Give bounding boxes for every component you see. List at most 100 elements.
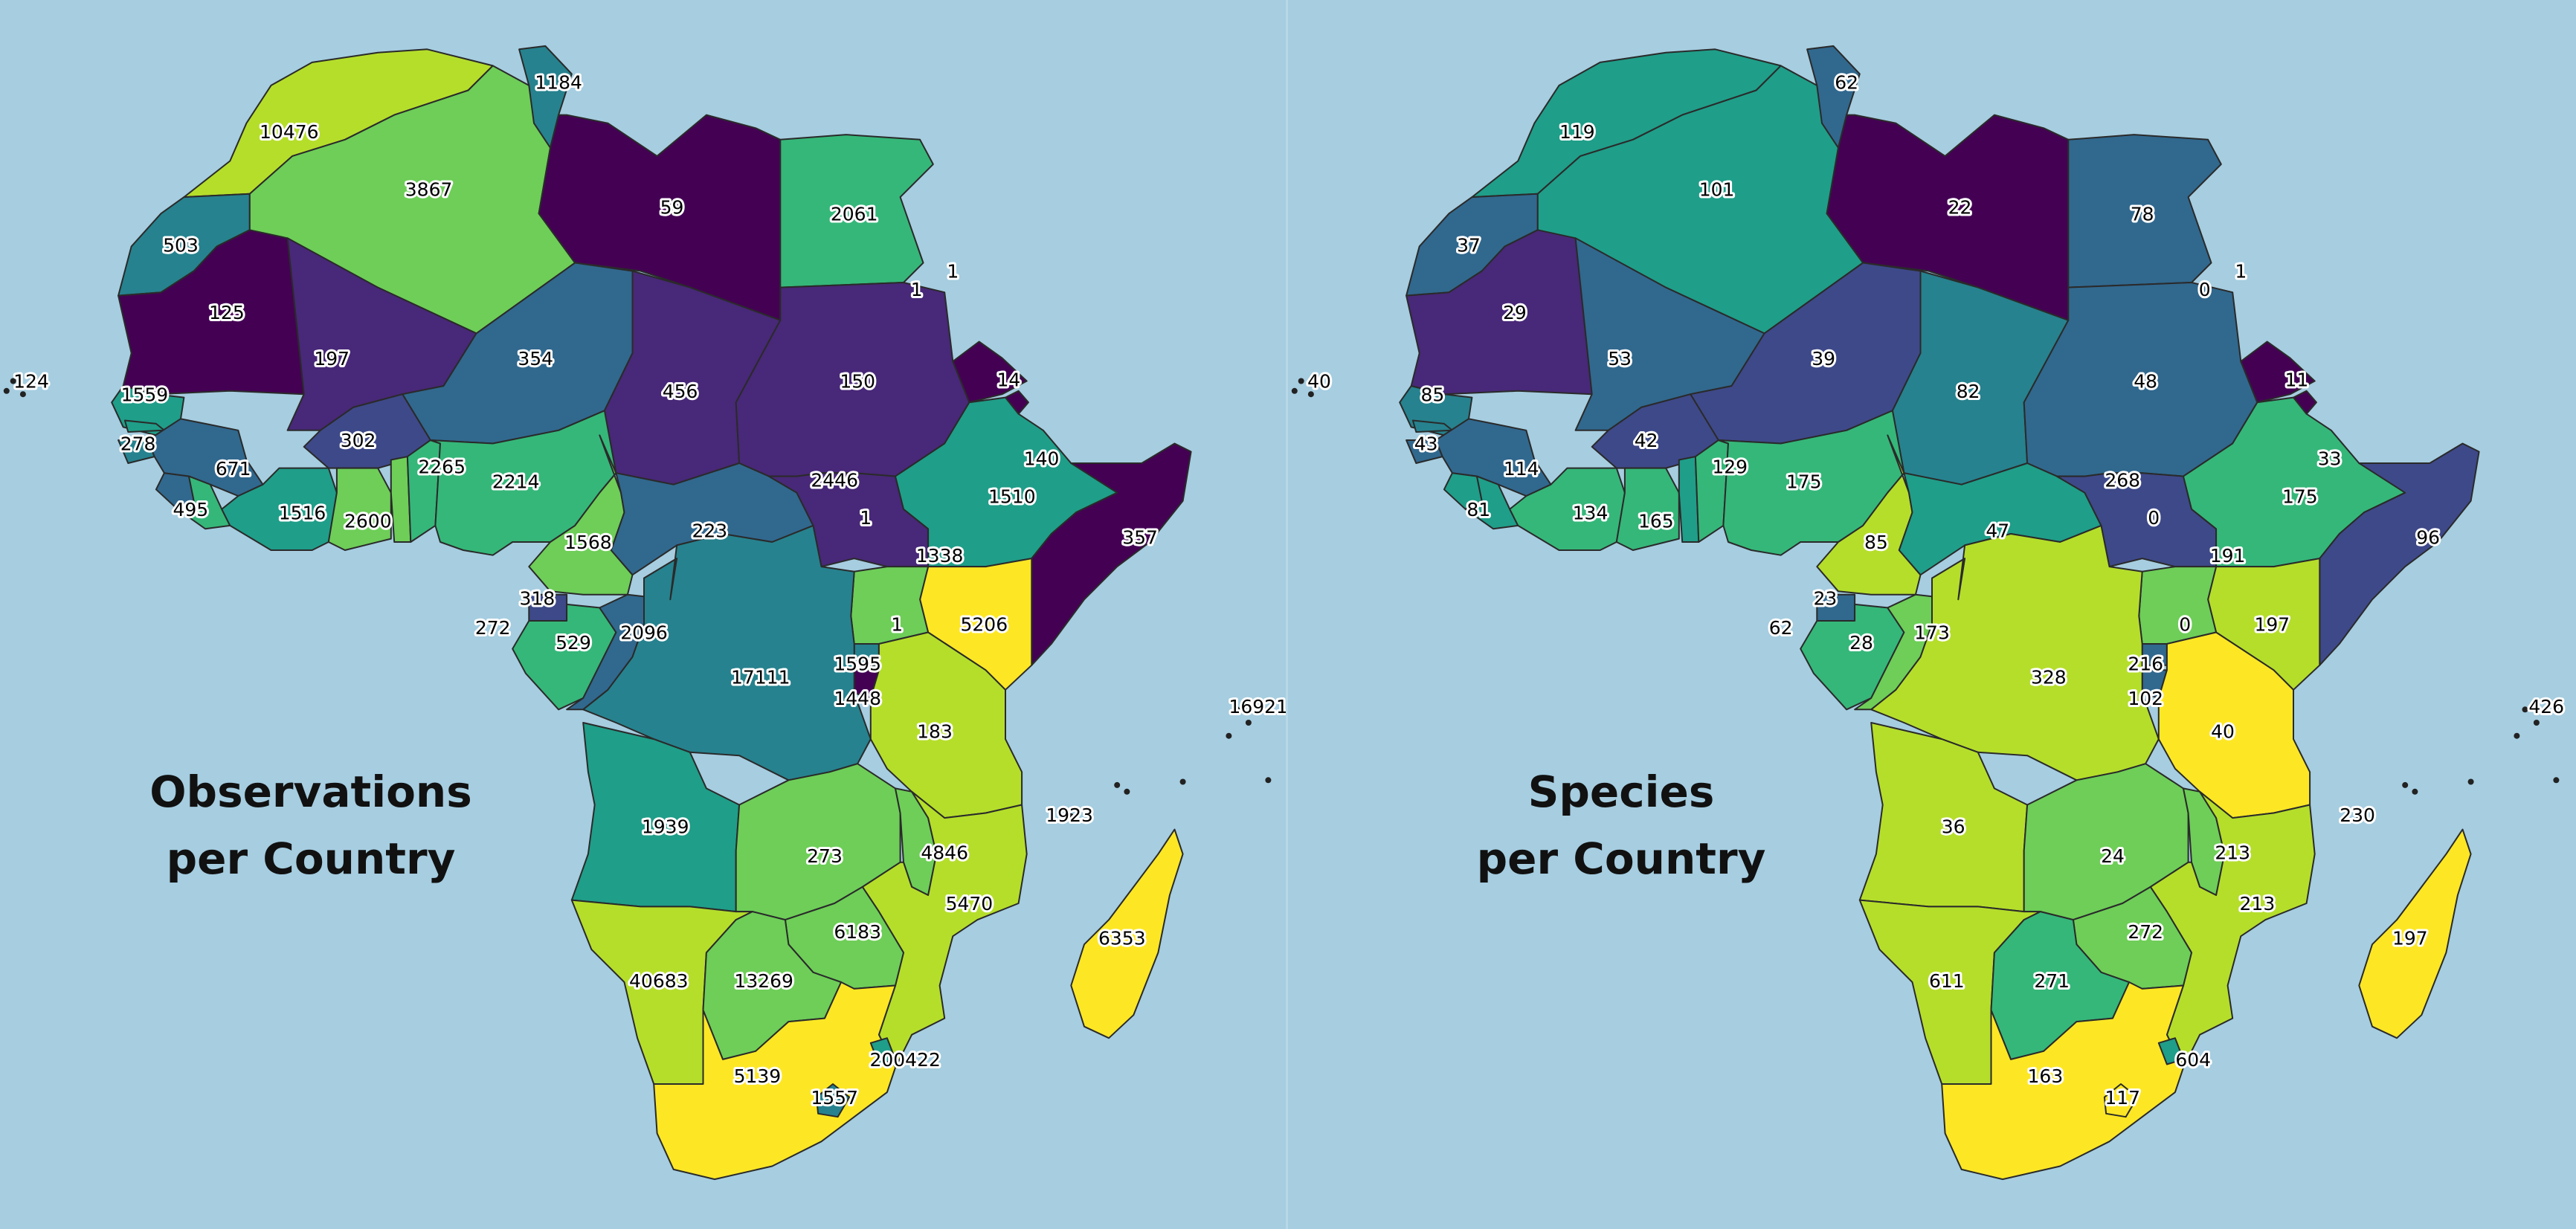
country-value-label: 456 <box>663 381 698 402</box>
country-value-label: 671 <box>216 458 251 480</box>
country-value-label: 40683 <box>629 970 689 992</box>
country-value-label: 1510 <box>988 486 1036 507</box>
species-countries <box>1291 45 2560 1181</box>
country-somalia <box>1031 442 1192 666</box>
country-togo <box>390 456 412 543</box>
country-value-label: 1923 <box>1046 804 1093 826</box>
country-value-label: 5206 <box>960 614 1008 636</box>
species-map-title: Species per Country <box>1398 758 1844 892</box>
country-value-label: 82 <box>1957 381 1980 402</box>
country-value-label: 3867 <box>405 178 453 200</box>
island-dot <box>19 391 26 398</box>
country-value-label: 273 <box>807 845 843 867</box>
country-value-label: 1 <box>911 279 923 300</box>
island-dot <box>2467 778 2474 785</box>
country-value-label: 1568 <box>564 532 612 553</box>
country-value-label: 36 <box>1942 816 1965 837</box>
country-madagascar <box>1070 828 1184 1039</box>
country-value-label: 1939 <box>642 816 689 837</box>
country-value-label: 0 <box>2179 614 2191 636</box>
country-togo <box>1678 456 1700 543</box>
country-value-label: 278 <box>120 433 156 455</box>
country-value-label: 197 <box>2254 614 2290 636</box>
country-value-label: 1338 <box>916 545 964 567</box>
country-value-label: 17111 <box>731 666 790 688</box>
country-value-label: 1516 <box>279 502 326 523</box>
country-uganda <box>850 566 930 645</box>
country-value-label: 124 <box>13 371 49 393</box>
country-tunisia <box>518 45 573 149</box>
country-safrica <box>1941 981 2184 1181</box>
country-liberia <box>1464 475 1519 530</box>
observations-countries <box>3 45 1272 1181</box>
country-value-label: 175 <box>2282 486 2318 507</box>
island-dot <box>10 378 16 384</box>
country-value-label: 611 <box>1929 970 1965 992</box>
country-value-label: 197 <box>2392 928 2428 949</box>
country-value-label: 40 <box>2211 720 2235 742</box>
country-value-label: 11 <box>2284 370 2308 391</box>
country-value-label: 165 <box>1638 511 1674 532</box>
country-value-label: 5470 <box>946 893 994 915</box>
country-value-label: 272 <box>475 617 511 639</box>
country-value-label: 47 <box>1986 520 2009 542</box>
island-dot <box>1245 720 1252 726</box>
country-value-label: 28 <box>1849 632 1873 654</box>
country-eswatini <box>2157 1037 2184 1065</box>
country-value-label: 85 <box>1420 384 1444 405</box>
country-value-label: 150 <box>840 371 875 393</box>
country-eswatini <box>869 1037 896 1065</box>
country-value-label: 40 <box>1307 371 1331 393</box>
country-value-label: 213 <box>2240 893 2276 915</box>
island-dot <box>3 387 10 394</box>
country-value-label: 223 <box>692 520 727 542</box>
country-value-label: 1448 <box>834 688 881 709</box>
country-value-label: 101 <box>1699 178 1735 200</box>
country-value-label: 604 <box>2175 1049 2211 1071</box>
country-value-label: 191 <box>2210 545 2246 567</box>
country-value-label: 102 <box>2128 688 2163 709</box>
observations-map-panel: 10476 3867 1184 59 2061 503 125 197 354 456 150 1 1 1… <box>3 45 1288 1181</box>
country-lesotho <box>815 1083 851 1118</box>
country-value-label: 529 <box>556 632 591 654</box>
country-value-label: 119 <box>1559 121 1595 143</box>
country-value-label: 59 <box>660 197 684 219</box>
country-value-label: 24 <box>2101 845 2125 867</box>
country-value-label: 140 <box>1024 448 1060 470</box>
country-value-label: 78 <box>2131 203 2154 225</box>
country-value-label: 125 <box>209 302 245 323</box>
country-value-label: 37 <box>1457 234 1481 256</box>
country-value-label: 426 <box>2528 696 2564 717</box>
country-value-label: 29 <box>1503 302 1527 323</box>
country-value-label: 62 <box>1769 617 1793 639</box>
country-value-label: 23 <box>1813 587 1837 609</box>
country-value-label: 183 <box>917 720 953 742</box>
country-lesotho <box>2103 1083 2139 1118</box>
country-value-label: 1559 <box>121 384 169 405</box>
country-value-label: 96 <box>2416 527 2440 549</box>
country-value-label: 200422 <box>869 1049 940 1071</box>
country-value-label: 0 <box>2199 279 2211 300</box>
country-value-label: 129 <box>1712 457 1748 478</box>
country-value-label: 33 <box>2318 448 2342 470</box>
observations-map-title: Observations per Country <box>88 758 534 892</box>
country-value-label: 14 <box>996 370 1020 391</box>
observations-title-line-1: Observations <box>149 767 472 817</box>
island-dot <box>1226 732 1232 739</box>
country-value-label: 53 <box>1608 348 1632 370</box>
country-value-label: 2446 <box>811 469 858 491</box>
island-dot <box>1265 777 1272 784</box>
island-dot <box>2412 788 2418 795</box>
country-value-label: 117 <box>2105 1087 2140 1109</box>
island-dot <box>1114 781 1121 788</box>
country-value-label: 271 <box>2034 970 2070 992</box>
country-value-label: 114 <box>1504 458 1539 480</box>
country-value-label: 1595 <box>834 654 881 675</box>
country-safrica <box>653 981 896 1181</box>
country-value-label: 134 <box>1573 502 1609 523</box>
country-value-label: 213 <box>2215 842 2250 864</box>
country-value-label: 268 <box>2105 469 2140 491</box>
